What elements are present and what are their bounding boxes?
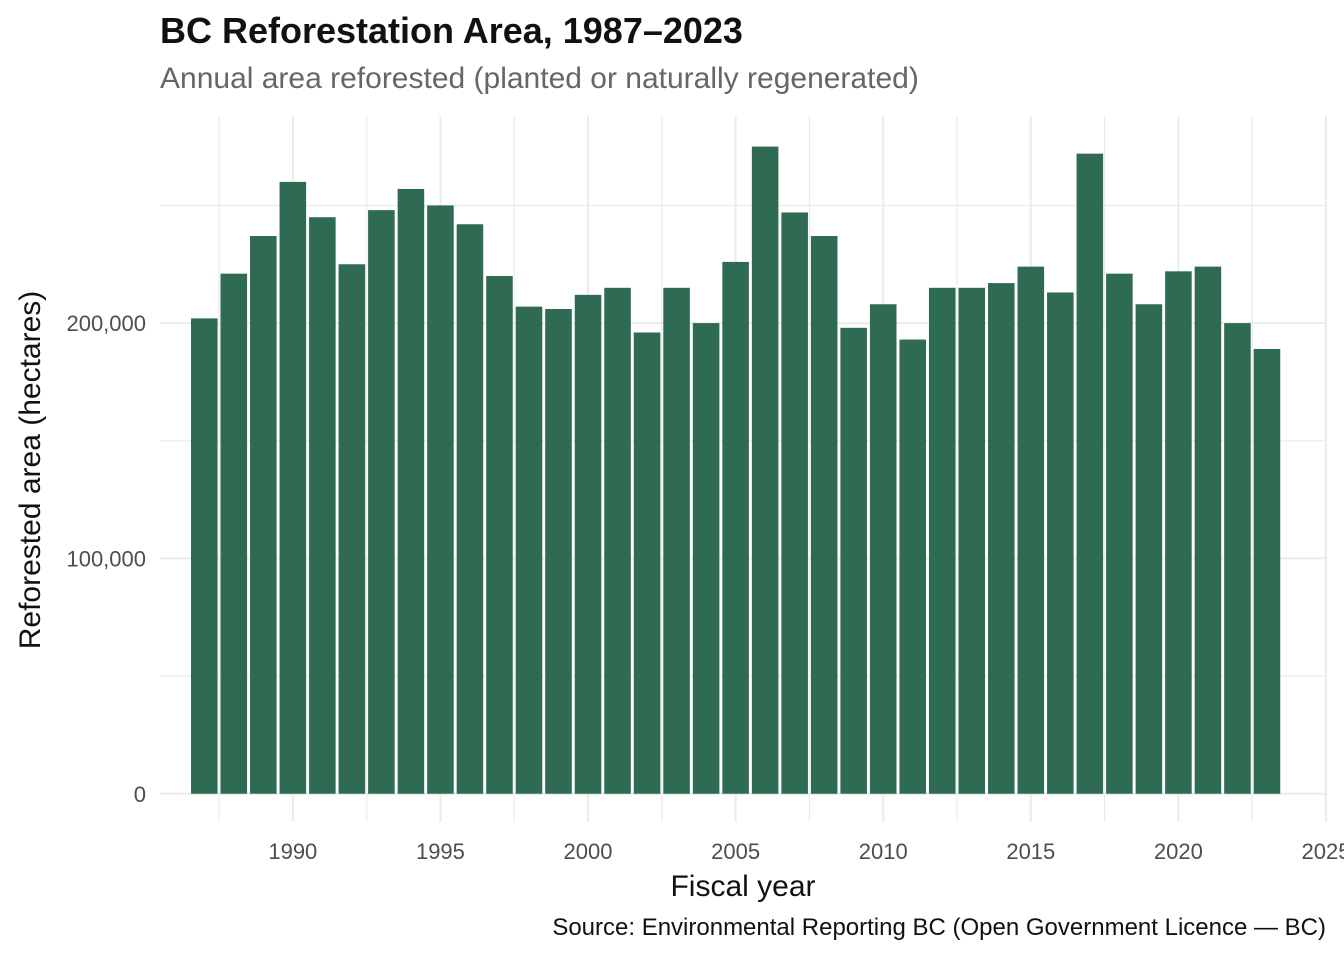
x-tick-label-1990: 1990 xyxy=(268,839,317,864)
bar-1987 xyxy=(190,318,218,794)
bar-1993 xyxy=(368,210,395,794)
bar-1994 xyxy=(397,188,425,794)
bar-2007 xyxy=(781,212,808,794)
bar-2012 xyxy=(928,287,956,794)
bar-1990 xyxy=(279,181,307,794)
bar-2006 xyxy=(751,146,779,794)
chart-caption: Source: Environmental Reporting BC (Open… xyxy=(552,914,1326,941)
bar-2016 xyxy=(1047,292,1074,794)
bar-2002 xyxy=(633,332,661,794)
bar-2023 xyxy=(1253,348,1281,794)
bar-1999 xyxy=(545,308,572,794)
bar-1995 xyxy=(427,205,454,794)
bar-2005 xyxy=(722,261,749,794)
bar-2019 xyxy=(1135,304,1163,794)
x-tick-label-2005: 2005 xyxy=(711,839,760,864)
x-tick-label-2000: 2000 xyxy=(564,839,613,864)
x-tick-label-2015: 2015 xyxy=(1006,839,1055,864)
bar-2008 xyxy=(810,236,838,794)
bar-2003 xyxy=(663,287,690,794)
bar-1988 xyxy=(220,273,248,794)
bar-2001 xyxy=(604,287,631,794)
y-axis-title: Reforested area (hectares) xyxy=(14,291,47,650)
bar-2000 xyxy=(574,294,602,794)
ticks-layer: 1990 1995 2000 2005 2010 2015 2020 2025 0 100,000… xyxy=(66,311,1344,864)
bar-2009 xyxy=(840,327,867,794)
bar-2011 xyxy=(899,339,927,794)
bar-2014 xyxy=(988,283,1015,794)
bar-1989 xyxy=(250,236,277,794)
x-tick-label-2020: 2020 xyxy=(1154,839,1203,864)
bar-2017 xyxy=(1076,153,1104,794)
bar-1996 xyxy=(456,224,484,794)
x-tick-label-2025: 2025 xyxy=(1302,839,1344,864)
bar-1998 xyxy=(515,306,543,794)
bar-1992 xyxy=(338,264,366,794)
bar-1991 xyxy=(309,217,336,794)
x-tick-label-2010: 2010 xyxy=(859,839,908,864)
y-tick-label-100000: 100,000 xyxy=(66,546,146,571)
bar-2018 xyxy=(1106,273,1133,794)
bars-layer xyxy=(190,146,1281,794)
y-tick-label-0: 0 xyxy=(134,782,146,807)
bar-2015 xyxy=(1017,266,1045,794)
bar-2004 xyxy=(692,323,720,794)
bar-2010 xyxy=(869,304,897,794)
chart-subtitle: Annual area reforested (planted or natur… xyxy=(160,62,919,95)
bar-2022 xyxy=(1224,323,1251,794)
chart-title: BC Reforestation Area, 1987–2023 xyxy=(160,10,743,51)
bar-2020 xyxy=(1165,271,1192,794)
bar-2021 xyxy=(1194,266,1222,794)
x-axis-title: Fiscal year xyxy=(670,870,815,903)
bar-1997 xyxy=(486,276,513,794)
bar-2013 xyxy=(958,287,986,794)
x-tick-label-1995: 1995 xyxy=(416,839,465,864)
y-tick-label-200000: 200,000 xyxy=(66,311,146,336)
